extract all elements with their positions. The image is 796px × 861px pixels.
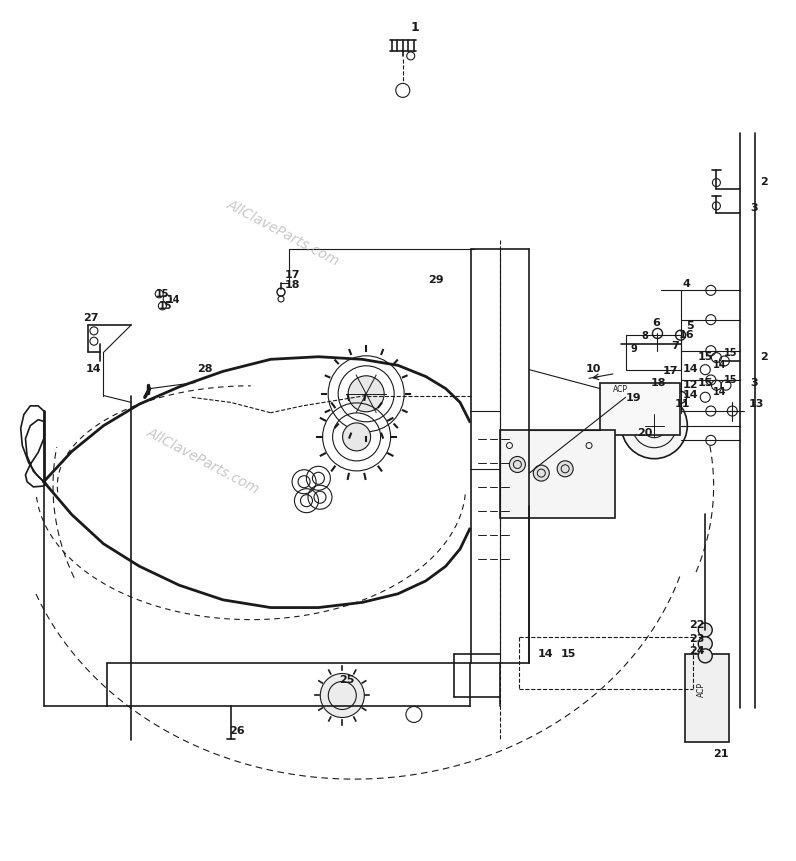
Circle shape	[698, 623, 712, 637]
Circle shape	[342, 424, 371, 451]
Text: 12: 12	[683, 380, 698, 389]
Text: 2: 2	[760, 177, 768, 187]
Text: ACP: ACP	[697, 681, 706, 697]
Text: 23: 23	[689, 633, 704, 643]
Text: 16: 16	[678, 330, 694, 339]
Text: 27: 27	[83, 313, 98, 322]
Text: 14: 14	[683, 390, 699, 400]
Text: 26: 26	[229, 726, 245, 735]
Text: AllClaveParts.com: AllClaveParts.com	[144, 425, 262, 496]
Text: 15: 15	[697, 378, 712, 387]
Circle shape	[557, 461, 573, 477]
Circle shape	[320, 673, 365, 718]
Text: 8: 8	[642, 331, 649, 340]
Text: 18: 18	[285, 280, 300, 290]
Text: 14: 14	[538, 648, 554, 658]
Text: 15: 15	[724, 375, 738, 385]
Text: 4: 4	[683, 279, 691, 288]
Circle shape	[698, 649, 712, 663]
Text: 29: 29	[428, 275, 444, 284]
Circle shape	[533, 466, 549, 481]
Text: 20: 20	[637, 428, 652, 437]
Bar	[500, 430, 615, 518]
Text: 25: 25	[339, 674, 354, 684]
Text: 15: 15	[560, 648, 576, 658]
Bar	[626, 336, 681, 371]
Circle shape	[348, 376, 384, 412]
Text: 17: 17	[285, 270, 300, 280]
Text: 15: 15	[156, 289, 170, 299]
Text: 15: 15	[159, 300, 173, 310]
Text: 1: 1	[411, 21, 419, 34]
Text: 9: 9	[630, 344, 637, 353]
Text: 19: 19	[626, 393, 642, 402]
Text: 13: 13	[748, 399, 763, 408]
Text: 14: 14	[167, 295, 181, 305]
Text: ACP: ACP	[613, 385, 628, 393]
Circle shape	[509, 457, 525, 473]
Text: 14: 14	[86, 364, 102, 374]
Text: 3: 3	[750, 378, 758, 387]
Circle shape	[622, 393, 687, 459]
Text: 2: 2	[760, 352, 768, 362]
Text: 24: 24	[689, 645, 705, 655]
Circle shape	[698, 637, 712, 651]
Text: 14: 14	[683, 364, 699, 374]
Text: 14: 14	[713, 359, 727, 369]
Text: 10: 10	[586, 364, 601, 374]
Text: 3: 3	[750, 203, 758, 213]
Text: AllClaveParts.com: AllClaveParts.com	[224, 197, 341, 268]
Text: 6: 6	[653, 318, 661, 327]
Bar	[600, 383, 681, 435]
Bar	[685, 654, 729, 742]
Text: 22: 22	[689, 619, 704, 629]
Text: 28: 28	[197, 364, 213, 374]
Text: 21: 21	[713, 748, 728, 758]
Text: 15: 15	[697, 352, 712, 362]
Text: 17: 17	[662, 366, 677, 375]
Text: 5: 5	[686, 321, 694, 331]
Text: 15: 15	[724, 347, 738, 357]
Text: 18: 18	[651, 378, 666, 387]
Text: 7: 7	[671, 341, 679, 350]
Text: 11: 11	[675, 399, 690, 408]
Text: 14: 14	[713, 387, 727, 397]
